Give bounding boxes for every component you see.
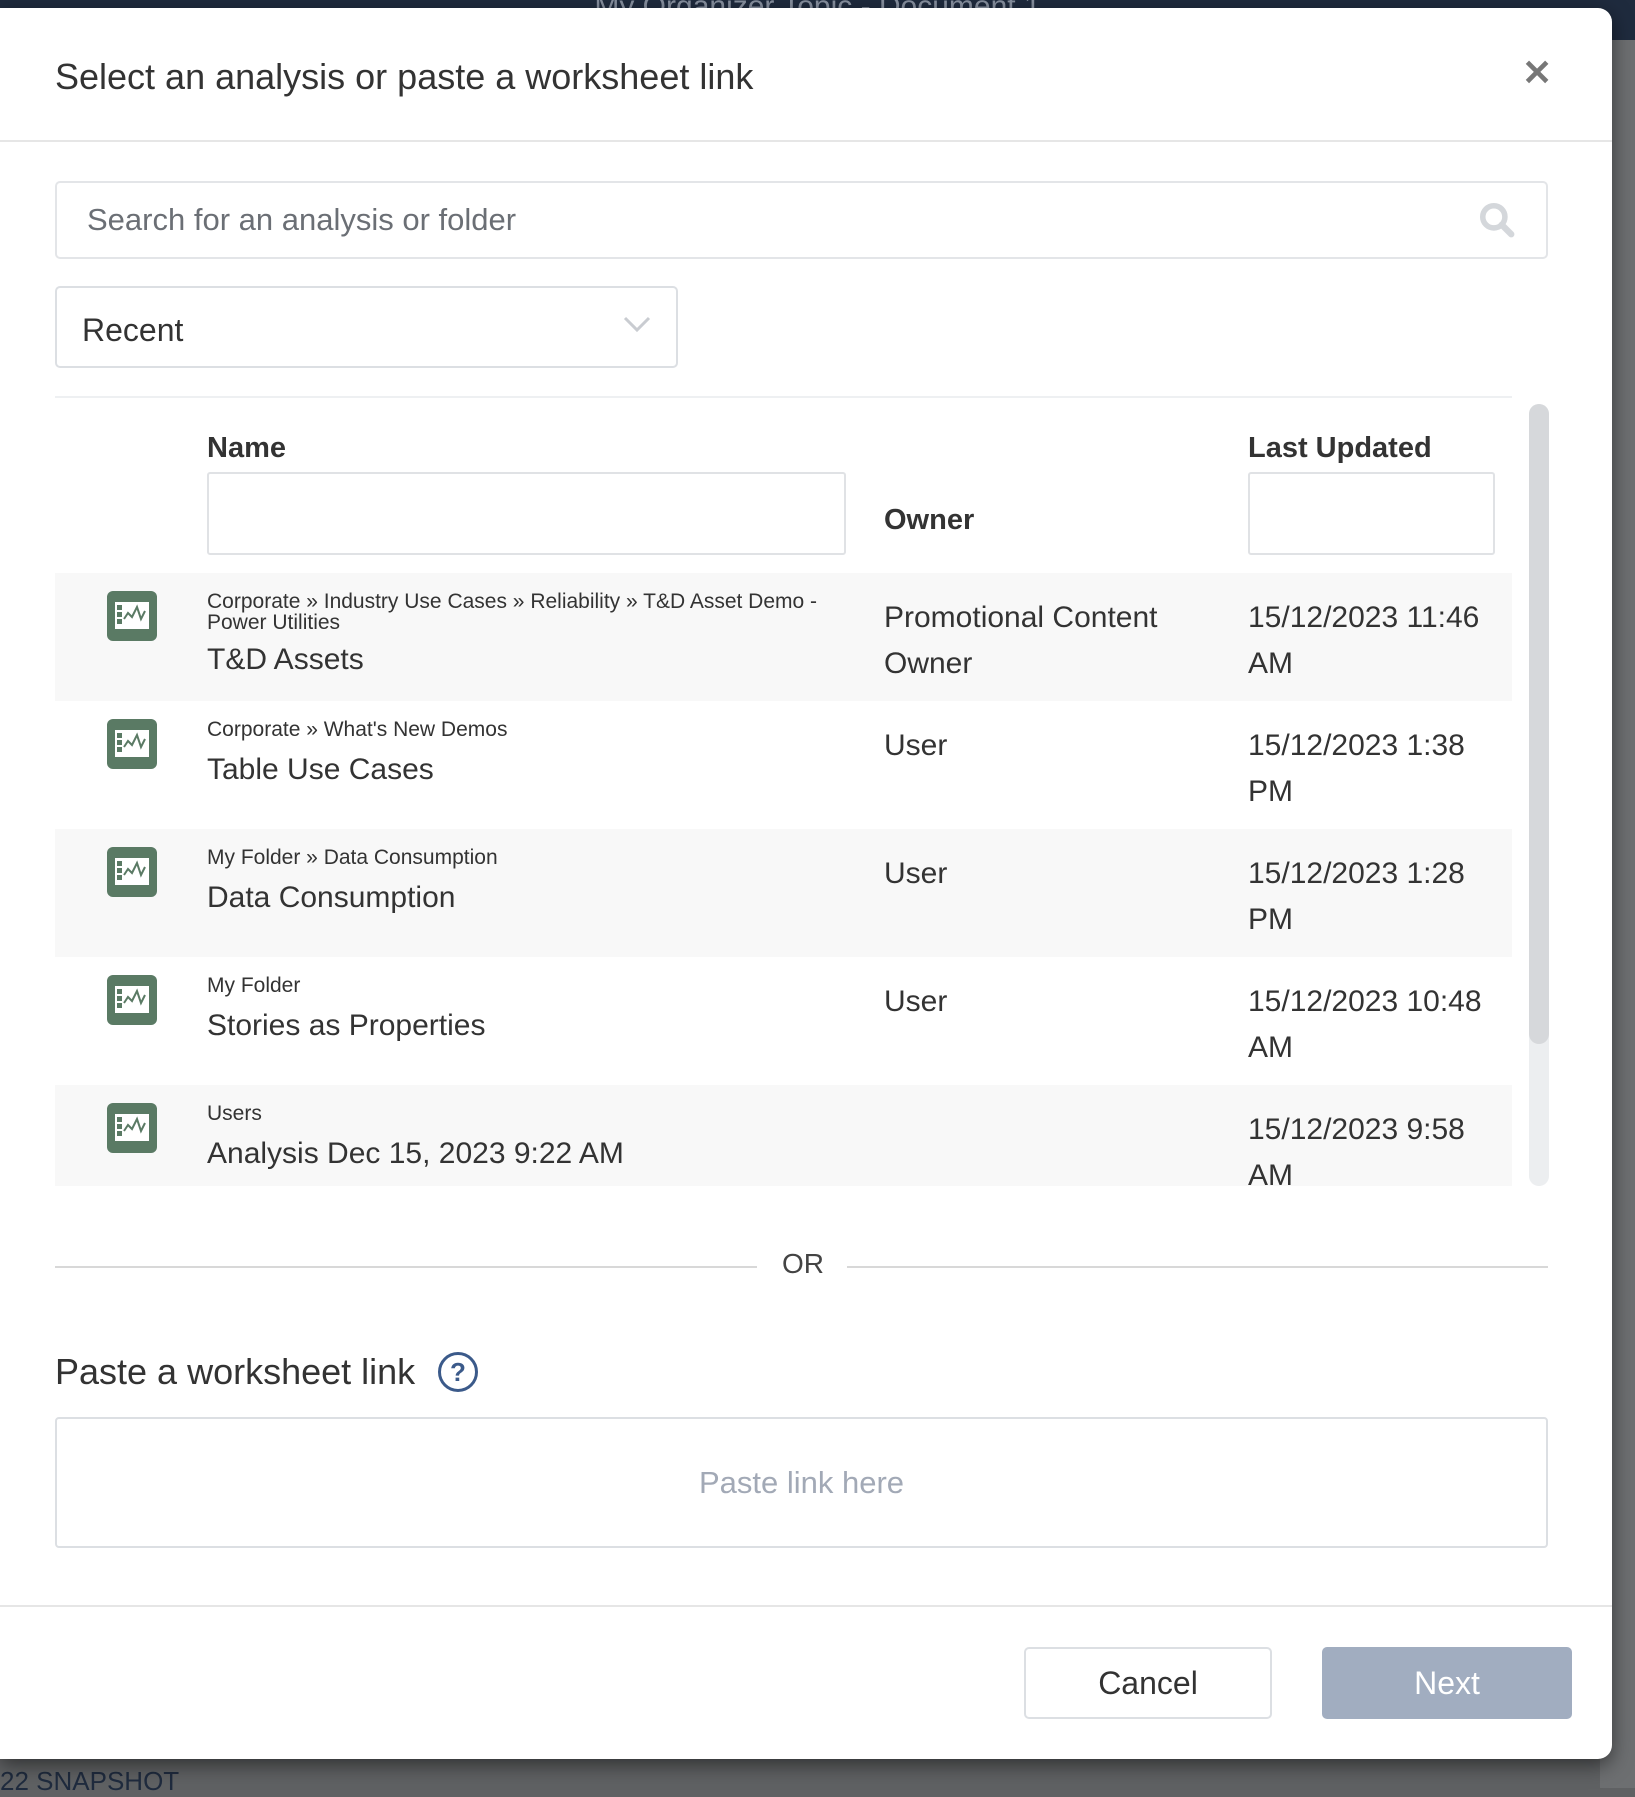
- table-scrollbar[interactable]: [1529, 404, 1549, 1186]
- select-analysis-dialog: Select an analysis or paste a worksheet …: [0, 8, 1612, 1759]
- background-snapshot-label: 22 SNAPSHOT: [0, 1766, 180, 1796]
- row-last-updated: 15/12/2023 10:48 AM: [1248, 979, 1488, 1071]
- row-owner: User: [884, 729, 948, 762]
- last-updated-filter-input[interactable]: [1248, 472, 1495, 555]
- or-divider-right: [847, 1266, 1548, 1268]
- row-name: Stories as Properties: [207, 1009, 486, 1042]
- row-last-updated: 15/12/2023 9:58 AM: [1248, 1107, 1488, 1186]
- table-row[interactable]: Users Analysis Dec 15, 2023 9:22 AM 15/1…: [55, 1085, 1512, 1186]
- header-divider: [0, 140, 1612, 142]
- row-last-updated: 15/12/2023 11:46 AM: [1248, 595, 1488, 687]
- row-path: My Folder » Data Consumption: [207, 846, 498, 869]
- row-owner: User: [884, 985, 948, 1018]
- analysis-table: Name Owner Last Updated Corporate » Indu…: [55, 396, 1512, 1186]
- search-input[interactable]: [57, 183, 1546, 257]
- or-label: OR: [782, 1248, 824, 1279]
- row-last-updated: 15/12/2023 1:38 PM: [1248, 723, 1488, 815]
- row-date: 15/12/2023 10:48: [1248, 985, 1482, 1018]
- row-name: Analysis Dec 15, 2023 9:22 AM: [207, 1137, 624, 1170]
- table-row[interactable]: My Folder Stories as Properties User 15/…: [55, 957, 1512, 1085]
- close-icon[interactable]: ✕: [1522, 52, 1553, 93]
- column-header-name[interactable]: Name: [207, 432, 286, 464]
- row-time-suffix: PM: [1248, 903, 1293, 936]
- search-field[interactable]: [55, 181, 1548, 259]
- row-time-suffix: PM: [1248, 775, 1293, 808]
- analysis-icon: [107, 1103, 157, 1153]
- row-name: Table Use Cases: [207, 753, 434, 786]
- row-date: 15/12/2023 1:38: [1248, 729, 1465, 762]
- table-row[interactable]: Corporate » Industry Use Cases » Reliabi…: [55, 573, 1512, 701]
- cancel-button[interactable]: Cancel: [1024, 1647, 1272, 1719]
- next-button[interactable]: Next: [1322, 1647, 1572, 1719]
- row-name: Data Consumption: [207, 881, 456, 914]
- paste-link-input[interactable]: [57, 1419, 1546, 1546]
- name-filter-input[interactable]: [207, 472, 846, 555]
- column-header-last-updated[interactable]: Last Updated: [1248, 432, 1432, 464]
- paste-link-label: Paste a worksheet link: [55, 1351, 416, 1392]
- or-divider-left: [55, 1266, 757, 1268]
- help-icon[interactable]: ?: [438, 1352, 478, 1392]
- row-path: Corporate » What's New Demos: [207, 718, 508, 741]
- row-date: 15/12/2023 1:28: [1248, 857, 1465, 890]
- footer-divider: [0, 1605, 1612, 1607]
- row-last-updated: 15/12/2023 1:28 PM: [1248, 851, 1488, 943]
- column-header-owner[interactable]: Owner: [884, 504, 975, 536]
- filter-dropdown-value: Recent: [82, 312, 184, 348]
- row-date: 15/12/2023 9:58: [1248, 1113, 1465, 1146]
- row-name: T&D Assets: [207, 643, 364, 676]
- filter-dropdown[interactable]: Recent: [55, 286, 678, 368]
- analysis-icon: [107, 975, 157, 1025]
- scrollbar-thumb[interactable]: [1529, 404, 1549, 1044]
- analysis-icon: [107, 719, 157, 769]
- row-time-suffix: AM: [1248, 647, 1293, 680]
- analysis-icon: [107, 847, 157, 897]
- row-time-suffix: AM: [1248, 1159, 1293, 1186]
- chevron-down-icon: [623, 316, 651, 333]
- paste-link-field[interactable]: [55, 1417, 1548, 1548]
- row-path: Corporate » Industry Use Cases » Reliabi…: [207, 590, 818, 634]
- row-date: 15/12/2023 11:46: [1248, 601, 1480, 634]
- row-path: My Folder: [207, 974, 301, 997]
- search-icon[interactable]: [1478, 201, 1516, 239]
- row-path: Users: [207, 1102, 262, 1125]
- row-owner: Promotional Content Owner: [884, 601, 1158, 680]
- row-owner: User: [884, 857, 948, 890]
- table-row[interactable]: My Folder » Data Consumption Data Consum…: [55, 829, 1512, 957]
- table-row[interactable]: Corporate » What's New Demos Table Use C…: [55, 701, 1512, 829]
- dialog-title: Select an analysis or paste a worksheet …: [55, 56, 754, 97]
- row-time-suffix: AM: [1248, 1031, 1293, 1064]
- analysis-icon: [107, 591, 157, 641]
